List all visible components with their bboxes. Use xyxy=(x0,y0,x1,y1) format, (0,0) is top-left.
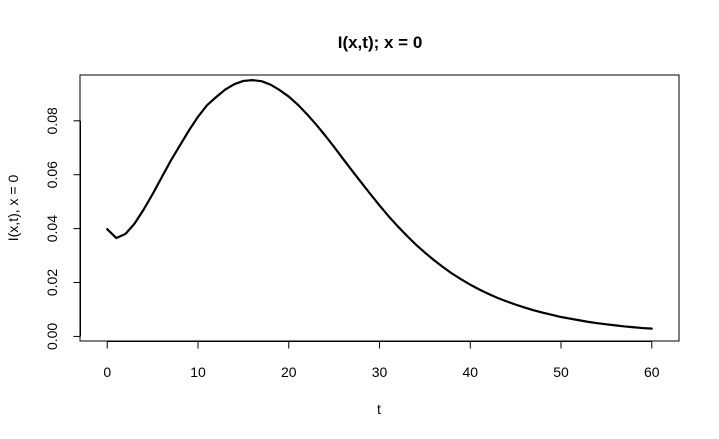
x-tick-label: 0 xyxy=(103,364,111,380)
y-tick-label: 0.08 xyxy=(44,107,60,134)
x-tick-label: 10 xyxy=(190,364,206,380)
y-tick-label: 0.02 xyxy=(44,269,60,296)
x-tick-label: 30 xyxy=(372,364,388,380)
x-tick-label: 20 xyxy=(281,364,297,380)
series-layer xyxy=(106,79,653,330)
chart-title: I(x,t); x = 0 xyxy=(338,33,423,52)
x-axis: 0 10 20 30 40 50 60 xyxy=(103,341,660,380)
x-axis-label: t xyxy=(377,401,381,417)
y-axis-label: I(x,t), x = 0 xyxy=(5,175,21,242)
x-tick-label: 50 xyxy=(553,364,569,380)
y-axis: 0.00 0.02 0.04 0.06 0.08 xyxy=(44,107,81,350)
series-line xyxy=(106,79,653,330)
x-tick-label: 60 xyxy=(644,364,660,380)
y-tick-label: 0.06 xyxy=(44,161,60,188)
x-tick-label: 40 xyxy=(462,364,478,380)
y-tick-label: 0.04 xyxy=(44,215,60,242)
plot-box xyxy=(79,74,680,342)
y-tick-label: 0.00 xyxy=(44,323,60,350)
